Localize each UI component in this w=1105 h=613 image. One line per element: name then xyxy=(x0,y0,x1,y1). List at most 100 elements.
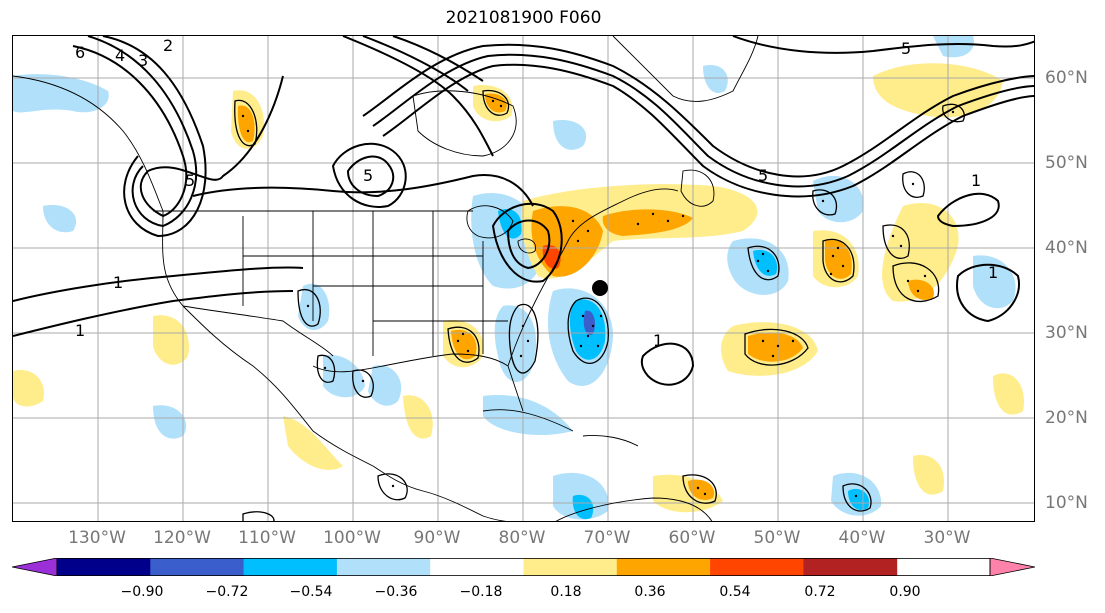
shading-light-blue xyxy=(43,205,77,233)
colorbar-segment xyxy=(430,558,524,576)
contour-1 xyxy=(13,290,294,337)
shading-orange xyxy=(748,332,803,362)
low-contour xyxy=(491,202,563,283)
shading-light-blue xyxy=(553,120,587,150)
shading-blue xyxy=(572,494,594,520)
shading-mid-blue xyxy=(583,310,596,335)
state-lines xyxy=(242,211,508,356)
trough-contour xyxy=(192,174,534,207)
cuba xyxy=(482,409,574,432)
colorbar-segment xyxy=(989,558,1035,576)
contour-label: 3 xyxy=(138,51,148,70)
shading-light-blue xyxy=(933,36,974,58)
colorbar-tick-label: 0.90 xyxy=(889,584,921,600)
longitude-label: 120°W xyxy=(153,528,211,548)
graticule xyxy=(13,36,1034,521)
jet-contour xyxy=(102,36,207,238)
weather-map: 6 4 3 2 5 5 5 5 1 1 1 1 1 xyxy=(13,36,1034,521)
contour-label: 1 xyxy=(75,321,85,340)
colorbar-tick-label: −0.18 xyxy=(459,584,503,600)
colorbar-segment xyxy=(243,558,338,576)
longitude-label: 70°W xyxy=(583,528,631,548)
colorbar-tick-label: 0.54 xyxy=(719,584,751,600)
colorbar-segment xyxy=(336,558,431,576)
great-lakes xyxy=(466,205,514,239)
shading-light-blue xyxy=(298,283,330,331)
newfoundland xyxy=(680,169,715,207)
shading-orange xyxy=(602,209,693,236)
shading-light-blue xyxy=(153,405,187,439)
contour-label: 1 xyxy=(653,331,663,350)
low-contour xyxy=(506,219,551,270)
shading-yellow xyxy=(403,395,433,439)
colorbar-tick-label: −0.36 xyxy=(374,584,418,600)
jet-contour xyxy=(362,36,469,92)
ridge-contour xyxy=(372,53,1034,188)
map-panel: 6 4 3 2 5 5 5 5 1 1 1 1 1 xyxy=(12,35,1035,522)
colorbar-tick-label: 0.72 xyxy=(804,584,836,600)
longitude-label: 80°W xyxy=(498,528,546,548)
longitude-label: 50°W xyxy=(753,528,801,548)
great-lakes xyxy=(517,238,536,254)
map-title: 2021081900 F060 xyxy=(445,8,602,28)
shading-blue xyxy=(498,208,522,239)
shading-yellow xyxy=(153,315,189,365)
colorbar-tick-label: −0.54 xyxy=(289,584,333,600)
contour-1 xyxy=(956,263,1020,323)
stipple-dots xyxy=(241,99,955,498)
east-coast xyxy=(507,188,679,367)
colorbar-border xyxy=(56,558,991,576)
colorbar-segment xyxy=(12,558,58,576)
significance-outlines xyxy=(234,89,965,521)
longitude-label: 130°W xyxy=(68,528,126,548)
contour-label: 1 xyxy=(113,273,123,292)
shading-light-blue xyxy=(813,175,864,223)
shading-light-blue xyxy=(483,395,573,436)
colorbar-segments xyxy=(12,558,1035,576)
shading-light-blue xyxy=(368,365,402,406)
cutoff-low xyxy=(346,155,395,198)
colorbar-tick-label: 0.18 xyxy=(550,584,582,600)
colorbar-segment xyxy=(57,558,151,576)
colorbar-segment xyxy=(523,558,618,576)
shading-orange xyxy=(485,93,507,113)
shaded-anomaly-layer xyxy=(13,36,1024,520)
shading-orange xyxy=(908,279,934,301)
us-mexico-border xyxy=(182,305,334,357)
hudson-bay xyxy=(412,90,517,157)
contour-label: 1 xyxy=(971,171,981,190)
shading-light-blue xyxy=(703,65,728,94)
contour-label: 4 xyxy=(115,46,125,65)
colorbar-segment xyxy=(710,558,804,576)
longitude-label: 90°W xyxy=(413,528,461,548)
latitude-label: 30°N xyxy=(1045,323,1088,343)
shading-light-blue xyxy=(494,305,537,383)
colorbar-tick-label: −0.90 xyxy=(120,584,164,600)
jet-contour xyxy=(342,36,494,157)
colorbar-segment xyxy=(616,558,711,576)
shading-orange xyxy=(237,105,255,143)
latitude-label: 20°N xyxy=(1045,408,1088,428)
contour-1 xyxy=(13,266,304,302)
latitude-label: 10°N xyxy=(1045,493,1088,513)
longitude-label: 60°W xyxy=(668,528,716,548)
latitude-label: 40°N xyxy=(1045,238,1088,258)
contour-label: 5 xyxy=(185,171,195,190)
cutoff-low xyxy=(331,142,407,208)
contour-label: 5 xyxy=(363,166,373,185)
shading-orange xyxy=(688,479,715,501)
jet-contour xyxy=(87,36,198,228)
north-america-coast xyxy=(13,75,424,492)
hispaniola xyxy=(582,435,639,447)
shading-blue xyxy=(753,249,778,276)
ridge-contour xyxy=(362,43,1034,178)
contour-label: 6 xyxy=(75,43,85,62)
shading-yellow xyxy=(913,455,944,495)
shading-yellow xyxy=(993,373,1024,415)
greenland xyxy=(612,36,759,102)
contour-label-group: 6 4 3 2 5 5 5 5 1 1 1 1 1 xyxy=(75,36,998,350)
contour-1 xyxy=(640,342,695,386)
jet-contour xyxy=(72,45,284,218)
colorbar-tick-label: 0.36 xyxy=(634,584,666,600)
contour-label: 1 xyxy=(988,263,998,282)
